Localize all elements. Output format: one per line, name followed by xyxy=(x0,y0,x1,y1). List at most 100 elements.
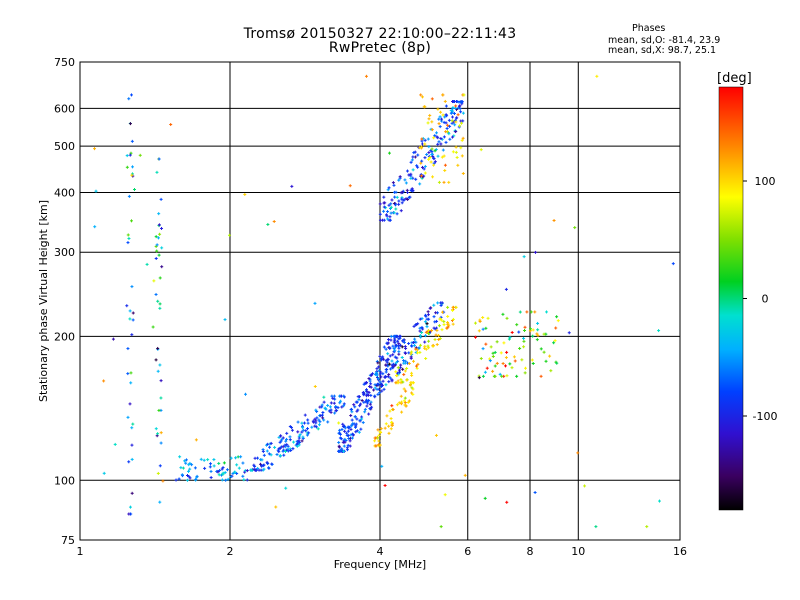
data-point xyxy=(377,369,381,373)
data-point xyxy=(282,448,286,452)
data-point xyxy=(202,458,206,462)
data-point xyxy=(380,464,384,468)
colorbar-label: [deg] xyxy=(717,71,752,86)
data-point xyxy=(180,473,184,477)
data-point xyxy=(206,458,210,462)
data-point xyxy=(407,195,411,199)
data-point xyxy=(450,119,454,123)
data-point xyxy=(125,165,129,169)
data-point xyxy=(343,426,347,430)
data-point xyxy=(393,355,397,359)
data-point xyxy=(350,407,354,411)
data-point xyxy=(250,468,254,472)
data-point xyxy=(376,382,380,386)
data-point xyxy=(433,134,437,138)
data-point xyxy=(439,110,443,114)
data-point xyxy=(224,478,228,482)
data-point xyxy=(277,447,281,451)
data-point xyxy=(388,376,392,380)
data-point xyxy=(387,362,391,366)
data-point xyxy=(461,136,465,140)
data-point xyxy=(427,346,431,350)
data-point xyxy=(398,175,402,179)
data-point xyxy=(184,458,188,462)
data-point xyxy=(372,388,376,392)
data-point xyxy=(442,323,446,327)
data-point xyxy=(416,362,420,366)
data-point xyxy=(441,93,445,97)
data-point xyxy=(375,367,379,371)
data-point xyxy=(187,469,191,473)
data-point xyxy=(410,344,414,348)
data-point xyxy=(418,317,422,321)
data-point xyxy=(405,378,409,382)
data-point xyxy=(400,410,404,414)
data-point xyxy=(343,429,347,433)
data-point xyxy=(418,182,422,186)
data-point xyxy=(367,412,371,416)
data-point xyxy=(427,157,431,161)
data-point xyxy=(376,377,380,381)
data-point xyxy=(270,462,274,466)
data-point xyxy=(515,323,519,327)
data-point xyxy=(386,375,390,379)
data-point xyxy=(474,335,478,339)
data-point xyxy=(376,361,380,365)
data-point xyxy=(128,402,132,406)
data-point xyxy=(379,358,383,362)
data-point xyxy=(428,306,432,310)
data-point xyxy=(481,374,485,378)
data-point xyxy=(658,499,662,503)
y-tick-label: 600 xyxy=(54,102,75,115)
data-point xyxy=(393,195,397,199)
data-point xyxy=(397,368,401,372)
data-point xyxy=(154,256,158,260)
data-point xyxy=(342,404,346,408)
data-point xyxy=(418,326,422,330)
data-point xyxy=(410,386,414,390)
data-point xyxy=(130,173,134,177)
data-point xyxy=(235,471,239,475)
data-point xyxy=(403,396,407,400)
data-point xyxy=(447,132,451,136)
data-point xyxy=(491,354,495,358)
data-point xyxy=(501,362,505,366)
data-point xyxy=(392,190,396,194)
data-point xyxy=(594,525,598,529)
data-point xyxy=(452,112,456,116)
data-point xyxy=(382,201,386,205)
data-point xyxy=(154,235,158,239)
data-point xyxy=(397,350,401,354)
data-point xyxy=(199,457,203,461)
data-point xyxy=(285,443,289,447)
data-point xyxy=(402,338,406,342)
data-point xyxy=(438,115,442,119)
data-point xyxy=(358,418,362,422)
data-point xyxy=(358,404,362,408)
data-point xyxy=(432,136,436,140)
data-point xyxy=(401,198,405,202)
data-point xyxy=(190,463,194,467)
data-point xyxy=(410,371,414,375)
data-point xyxy=(133,187,137,191)
data-point xyxy=(178,455,182,459)
data-point xyxy=(386,364,390,368)
data-point xyxy=(223,471,227,475)
data-point xyxy=(368,407,372,411)
data-point xyxy=(419,161,423,165)
data-point xyxy=(378,354,382,358)
data-point xyxy=(529,310,533,314)
data-point xyxy=(437,122,441,126)
data-point xyxy=(377,439,381,443)
data-point xyxy=(366,401,370,405)
data-point xyxy=(130,139,134,143)
data-point xyxy=(435,343,439,347)
data-points xyxy=(93,74,675,529)
data-point xyxy=(380,382,384,386)
data-point xyxy=(412,151,416,155)
data-point xyxy=(339,437,343,441)
data-point xyxy=(545,310,549,314)
data-point xyxy=(311,419,315,423)
data-point xyxy=(156,432,160,436)
data-point xyxy=(353,405,357,409)
